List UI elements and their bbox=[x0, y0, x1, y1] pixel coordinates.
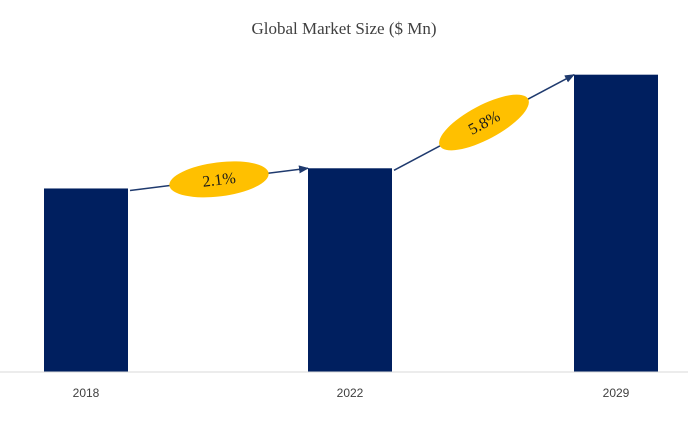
chart-title: Global Market Size ($ Mn) bbox=[251, 19, 437, 38]
cagr-ellipse bbox=[169, 161, 269, 198]
x-tick-label-2022: 2022 bbox=[337, 386, 364, 400]
cagr-ellipse bbox=[439, 94, 529, 151]
cagr-badge-1: 2.1% bbox=[169, 161, 269, 198]
bar-2018 bbox=[44, 188, 128, 372]
cagr-badge-2: 5.8% bbox=[439, 94, 529, 151]
bar-2022 bbox=[308, 168, 392, 372]
x-tick-label-2029: 2029 bbox=[603, 386, 630, 400]
cagr-label: 2.1% bbox=[202, 170, 237, 191]
x-tick-label-2018: 2018 bbox=[73, 386, 100, 400]
bar-2029 bbox=[574, 74, 658, 373]
